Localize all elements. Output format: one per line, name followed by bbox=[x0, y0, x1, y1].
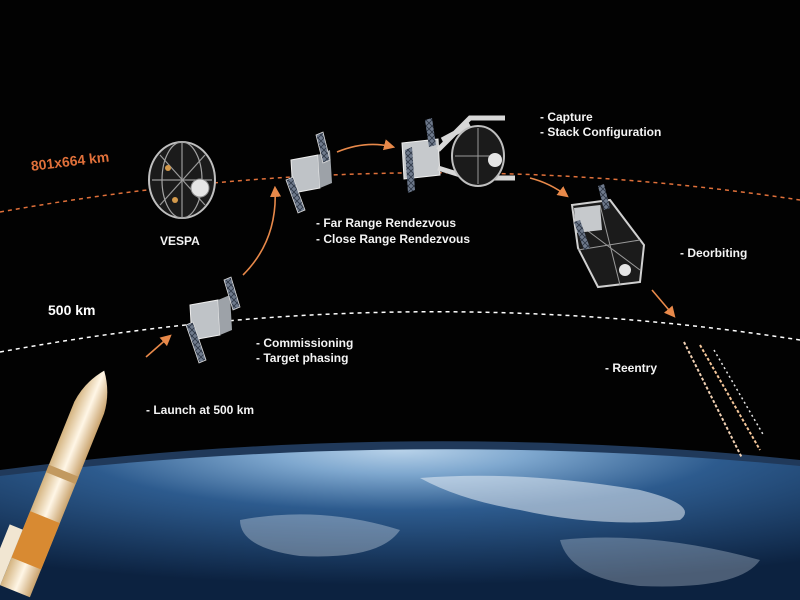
launch-rocket-icon bbox=[0, 370, 108, 598]
phase-commissioning-label: - Commissioning bbox=[256, 336, 354, 350]
phase-target-phasing-label: - Target phasing bbox=[256, 351, 349, 365]
phase-launch-label: - Launch at 500 km bbox=[146, 403, 255, 417]
reentry-streaks bbox=[683, 341, 765, 459]
arrow-rendezvous-to-capture bbox=[336, 139, 396, 153]
earth bbox=[0, 441, 800, 600]
cloud-cover bbox=[560, 537, 760, 587]
vespa-spacecraft-icon bbox=[148, 141, 216, 219]
vespa-label: VESPA bbox=[160, 234, 200, 248]
phase-capture-label: - Capture bbox=[540, 110, 593, 124]
high-orbit-line bbox=[0, 171, 800, 213]
satellite-commissioning-icon bbox=[185, 276, 241, 364]
arrow-commissioning-to-rendezvous bbox=[242, 185, 282, 276]
phase-far-rendezvous-label: - Far Range Rendezvous bbox=[316, 216, 457, 230]
cloud-cover bbox=[240, 514, 400, 557]
low-orbit-line bbox=[0, 310, 800, 353]
phase-stack-configuration-label: - Stack Configuration bbox=[540, 125, 662, 139]
arrow-capture-to-deorbit bbox=[529, 177, 569, 198]
phase-deorbiting-label: - Deorbiting bbox=[680, 246, 748, 260]
phase-close-rendezvous-label: - Close Range Rendezvous bbox=[316, 232, 471, 246]
cloud-cover bbox=[420, 475, 685, 523]
phase-reentry-label: - Reentry bbox=[605, 361, 658, 375]
low-orbit-label: 500 km bbox=[48, 302, 96, 318]
satellite-rendezvous-icon bbox=[285, 131, 332, 214]
deorbiting-stack-icon bbox=[570, 184, 646, 289]
arrow-launch-to-commissioning bbox=[145, 334, 172, 358]
arrow-deorbit-to-reentry bbox=[651, 289, 676, 318]
trajectory-arrows bbox=[145, 139, 676, 358]
capture-stack-icon bbox=[401, 115, 515, 193]
